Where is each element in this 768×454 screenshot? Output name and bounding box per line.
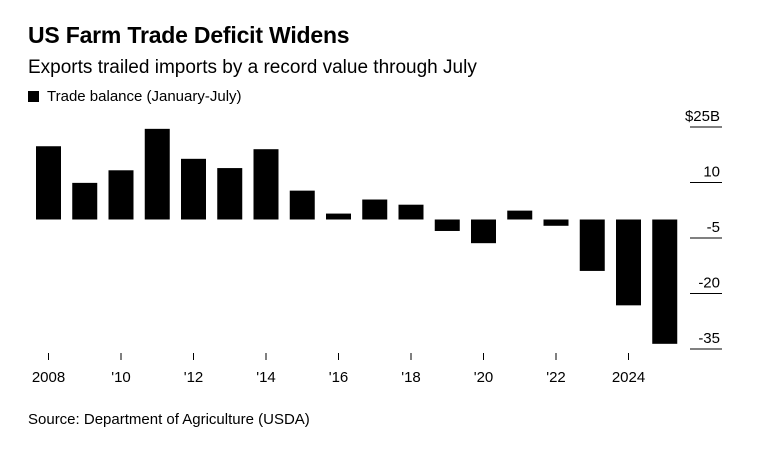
x-tick-label: 2008	[32, 369, 65, 386]
bar-2016	[326, 213, 351, 220]
bar-2010	[108, 170, 134, 220]
x-tick-label: '14	[256, 369, 276, 386]
y-tick-label: -20	[698, 275, 720, 292]
x-tick-label: '16	[329, 369, 349, 386]
bar-2022	[543, 219, 569, 226]
bar-2014	[253, 149, 279, 220]
legend-label: Trade balance (January-July)	[47, 88, 242, 105]
bar-2011	[144, 128, 170, 220]
x-tick-label: '20	[474, 369, 494, 386]
bar-2012	[181, 158, 206, 220]
bar-2023	[579, 219, 605, 271]
bar-2019	[434, 219, 460, 231]
y-tick-label: -35	[698, 330, 720, 347]
bar-2013	[217, 168, 243, 220]
bar-2008	[36, 146, 61, 220]
chart-title: US Farm Trade Deficit Widens	[28, 22, 350, 48]
x-tick-label: '22	[546, 369, 566, 386]
bar-2018	[398, 204, 424, 220]
y-tick-label: -5	[707, 219, 720, 236]
bar-2009	[72, 182, 98, 220]
x-tick-label: '18	[401, 369, 421, 386]
source-note: Source: Department of Agriculture (USDA)	[28, 411, 310, 428]
bar-2025	[652, 219, 678, 344]
bar-2015	[289, 190, 315, 220]
y-tick-label: $25B	[685, 108, 720, 125]
bar-2021	[507, 210, 533, 220]
bar-2020	[471, 219, 496, 244]
x-tick-label: '10	[111, 369, 131, 386]
x-tick-label: 2024	[612, 369, 645, 386]
bar-2024	[616, 219, 641, 306]
chart-subtitle: Exports trailed imports by a record valu…	[28, 57, 477, 78]
x-tick-label: '12	[184, 369, 204, 386]
y-tick-label: 10	[703, 164, 720, 181]
bar-2017	[362, 199, 388, 220]
legend: Trade balance (January-July)	[28, 88, 242, 105]
legend-swatch	[28, 91, 39, 102]
